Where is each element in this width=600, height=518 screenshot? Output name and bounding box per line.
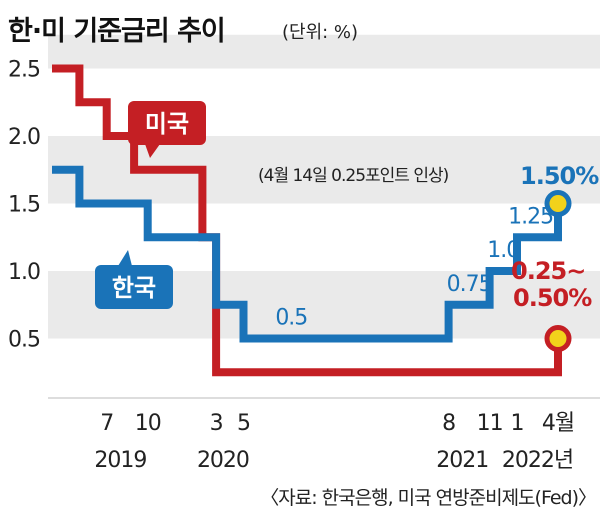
label-us-final-1: 0.25∼ <box>511 257 585 285</box>
kr-badge-label: 한국 <box>112 274 156 302</box>
x-tick-label: 4월 <box>542 411 574 436</box>
x-tick-label: 7 <box>100 411 113 436</box>
x-year-label: 2021 <box>436 448 488 473</box>
endpoint-dot-kr <box>544 190 572 217</box>
x-tick-label: 10 <box>135 411 161 436</box>
endpoint-dots <box>544 190 572 352</box>
y-tick-label: 2.5 <box>8 58 40 83</box>
kr-badge-box <box>95 265 173 309</box>
band-2 <box>48 34 600 69</box>
y-tick-label: 1.0 <box>8 260 40 285</box>
x-year-label: 2020 <box>197 448 249 473</box>
x-year-label: 2022년 <box>502 448 573 473</box>
y-tick-label: 2.0 <box>8 125 40 150</box>
x-tick-label: 11 <box>477 411 503 436</box>
kr-badge: 한국 <box>95 250 173 309</box>
us-badge-label: 미국 <box>145 110 189 138</box>
source-note: 〈자료: 한국은행, 미국 연방준비제도(Fed)〉 <box>260 487 596 509</box>
y-axis-ticks: 0.5 1.0 1.5 2.0 2.5 <box>8 58 41 353</box>
annotation-note: (4월 14일 0.25포인트 인상) <box>258 166 449 186</box>
y-tick-label: 1.5 <box>8 193 40 218</box>
kr-badge-pointer <box>118 250 132 266</box>
us-badge-box <box>128 101 206 145</box>
chart-title: 한·미 기준금리 추이 <box>8 16 225 47</box>
x-tick-label: 3 <box>210 411 223 436</box>
label-kr-1.0: 1.0 <box>487 238 519 263</box>
x-tick-label: 8 <box>442 411 455 436</box>
series-line-us <box>52 64 562 377</box>
x-year-label: 2019 <box>94 448 146 473</box>
x-tick-label: 1 <box>510 411 523 436</box>
label-us-final-2: 0.50% <box>513 284 592 312</box>
endpoint-dot-us <box>544 325 572 352</box>
us-badge-pointer <box>145 144 160 158</box>
unit-label: (단위: %) <box>282 22 358 43</box>
series-line-kr <box>52 165 562 343</box>
label-kr-0.5: 0.5 <box>275 306 307 331</box>
y-tick-label: 0.5 <box>8 328 40 353</box>
label-kr-0.75: 0.75 <box>447 272 492 297</box>
background-bands <box>48 34 600 339</box>
label-kr-final: 1.50% <box>520 162 599 190</box>
series-lines <box>52 64 562 377</box>
x-axis-year-labels: 2019 2020 2021 2022년 <box>94 448 574 473</box>
x-tick-label: 5 <box>237 411 250 436</box>
us-badge: 미국 <box>128 101 206 158</box>
x-axis-ticks: 7 10 3 5 8 11 1 4월 <box>100 411 575 436</box>
